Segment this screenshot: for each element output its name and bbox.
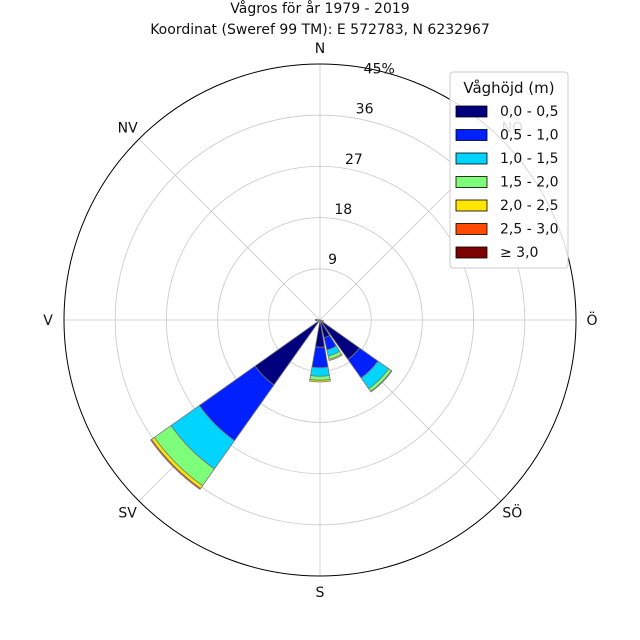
legend-swatch — [455, 105, 488, 118]
chart-title: Vågros för år 1979 - 2019 — [230, 0, 409, 17]
legend: Våghöjd (m) 0,0 - 0,5 0,5 - 1,0 1,0 - 1,5 1… — [449, 71, 569, 269]
radial-tick-label: 18 — [334, 202, 352, 218]
radial-tick-label: 36 — [356, 102, 374, 118]
legend-frame — [449, 71, 569, 269]
legend-swatch — [455, 246, 488, 259]
legend-swatch — [455, 199, 488, 212]
direction-label: Ö — [586, 311, 597, 329]
bar-S-band-1 — [311, 346, 329, 369]
chart-subtitle: Koordinat (Sweref 99 TM): E 572783, N 62… — [150, 22, 490, 38]
legend-items: 0,0 - 0,5 0,5 - 1,0 1,0 - 1,5 1,5 - 2,0 2,0 … — [455, 104, 558, 261]
radial-tick-label: 27 — [345, 152, 363, 168]
radial-tick-labels: 9 18 27 36 45% — [328, 62, 395, 268]
grid-spoke — [138, 138, 321, 321]
bar-SSÖ-band-4 — [328, 353, 343, 361]
legend-swatch — [455, 152, 488, 165]
legend-swatch — [455, 129, 488, 141]
bar-S-band-4 — [309, 378, 331, 383]
legend-swatch — [455, 176, 488, 188]
legend-label: 1,5 - 2,0 — [500, 175, 558, 191]
legend-label: 1,0 - 1,5 — [500, 151, 558, 167]
bar-SÖ-band-4 — [370, 370, 393, 393]
legend-swatch — [455, 223, 488, 235]
outer-frame — [63, 63, 577, 577]
bar-V-band-0 — [315, 318, 321, 322]
direction-label: SV — [118, 505, 137, 521]
legend-label: 0,0 - 0,5 — [500, 104, 558, 120]
legend-title: Våghöjd (m) — [463, 79, 554, 97]
bar-S-band-2 — [310, 366, 330, 377]
direction-label: S — [316, 585, 325, 601]
polar-grid — [63, 63, 577, 577]
radial-tick-label: 9 — [328, 252, 337, 268]
direction-label: NV — [118, 121, 138, 137]
direction-label: V — [43, 313, 53, 329]
legend-label: 0,5 - 1,0 — [500, 128, 558, 144]
direction-label: SÖ — [502, 503, 522, 521]
rose-bars — [150, 318, 393, 490]
legend-label: 2,0 - 2,5 — [500, 198, 558, 214]
legend-label: ≥ 3,0 — [500, 245, 538, 261]
bar-SV-band-5 — [150, 438, 202, 490]
direction-label: N — [315, 41, 325, 57]
legend-label: 2,5 - 3,0 — [500, 222, 558, 238]
radial-max-label: 45% — [364, 62, 395, 78]
